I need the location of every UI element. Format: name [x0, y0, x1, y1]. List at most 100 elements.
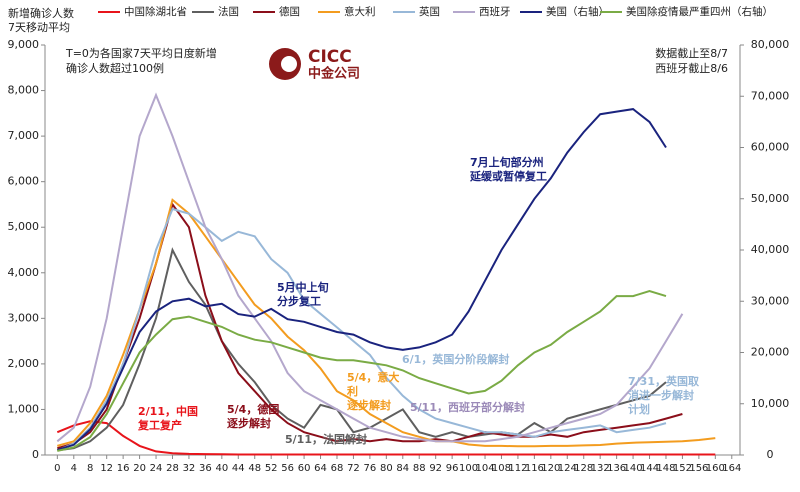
annotation: 逐步解封: [227, 416, 271, 430]
y2-tick-label: 10,000: [751, 397, 790, 410]
y-label: 7天移动平均: [8, 21, 70, 34]
series-line: [57, 108, 667, 451]
y2-tick-label: 30,000: [751, 294, 790, 307]
annotation: 5/11，西班牙部分解封: [410, 400, 525, 414]
y2-tick-label: 70,000: [751, 89, 790, 102]
x-tick-label: 44: [232, 463, 245, 474]
series-line: [56, 92, 684, 443]
legend-label: 法国: [218, 5, 239, 18]
series-line: [56, 420, 716, 456]
annotation: 复工复产: [137, 418, 182, 432]
x-tick-label: 48: [248, 463, 261, 474]
y-label: 新增确诊人数: [8, 6, 74, 20]
x-tick-label: 36: [199, 463, 212, 474]
annotation: 6/1，英国分阶段解封: [402, 352, 509, 366]
y-tick-label: 4,000: [8, 266, 40, 279]
y-tick-label: 6,000: [8, 175, 40, 188]
x-tick-label: 60: [298, 463, 311, 474]
annotation: 分步复工: [277, 294, 321, 308]
x-tick-label: 108: [492, 463, 511, 474]
annotation: 消进一步解封: [628, 388, 694, 402]
y-tick-label: 2,000: [8, 357, 40, 370]
data-note: 西班牙截止8/6: [655, 61, 728, 75]
x-tick-label: 16: [117, 463, 130, 474]
series-line: [57, 247, 667, 452]
x-tick-label: 8: [87, 463, 93, 474]
note: 确诊人数超过100例: [66, 61, 164, 75]
y2-tick-label: 60,000: [751, 141, 790, 154]
legend-label: 德国: [279, 5, 300, 18]
x-tick-label: 72: [347, 463, 360, 474]
x-tick-label: 56: [281, 463, 294, 474]
x-tick-label: 20: [133, 463, 146, 474]
x-tick-label: 52: [265, 463, 278, 474]
y-tick-label: 8,000: [8, 84, 40, 97]
annotation: 5/4，德国: [227, 402, 279, 416]
x-tick-label: 0: [54, 463, 60, 474]
annotation: 2/11，中国: [138, 404, 198, 418]
x-tick-label: 132: [591, 463, 610, 474]
x-tick-label: 128: [574, 463, 593, 474]
legend-label: 中国除湖北省: [124, 5, 187, 18]
annotation: 5/4，意大: [347, 370, 399, 384]
logo-name: CICC: [308, 47, 352, 67]
y-tick-label: 9,000: [8, 38, 40, 51]
y-tick-label: 1,000: [8, 402, 40, 415]
legend-label: 西班牙: [479, 6, 511, 18]
x-tick-label: 40: [215, 463, 228, 474]
series-line: [57, 289, 667, 452]
y2-tick-label: 20,000: [751, 346, 790, 359]
annotation: 计划: [628, 402, 650, 416]
annotation: 延缓或暂停复工: [469, 169, 547, 183]
x-tick-label: 144: [640, 463, 659, 474]
x-tick-label: 160: [706, 463, 725, 474]
x-tick-label: 24: [150, 463, 163, 474]
y-tick-label: 5,000: [8, 220, 40, 233]
x-tick-label: 140: [624, 463, 643, 474]
annotation: 逐步解封: [347, 398, 391, 412]
x-tick-label: 156: [689, 463, 708, 474]
x-tick-label: 88: [413, 463, 426, 474]
x-tick-label: 68: [331, 463, 344, 474]
annotation: 7月上旬部分州: [470, 155, 544, 169]
annotation: 5/11，法国解封: [285, 432, 367, 446]
x-tick-label: 84: [396, 463, 409, 474]
x-tick-label: 116: [525, 463, 544, 474]
x-tick-label: 28: [166, 463, 179, 474]
y-tick-label: 0: [32, 448, 39, 461]
y2-tick-label: 40,000: [751, 243, 790, 256]
legend-label: 意大利: [344, 5, 376, 18]
x-tick-label: 152: [673, 463, 692, 474]
x-tick-label: 92: [429, 463, 442, 474]
y2-tick-label: 50,000: [751, 192, 790, 205]
y-tick-label: 3,000: [8, 311, 40, 324]
legend-label: 美国除疫情最严重四州（右轴）: [626, 5, 773, 18]
legend-label: 英国: [419, 5, 440, 18]
x-tick-label: 76: [364, 463, 377, 474]
x-tick-label: 12: [100, 463, 113, 474]
logo-subtitle: 中金公司: [308, 66, 360, 82]
x-tick-label: 164: [722, 463, 741, 474]
data-note: 数据截止至8/7: [655, 46, 728, 60]
annotation: 7/31，英国取: [628, 374, 699, 388]
x-tick-label: 124: [558, 463, 577, 474]
y2-tick-label: 80,000: [751, 38, 790, 51]
x-tick-label: 100: [459, 463, 478, 474]
x-tick-label: 32: [183, 463, 196, 474]
logo-mark-inner: [281, 56, 297, 72]
x-tick-label: 136: [607, 463, 626, 474]
x-tick-label: 120: [541, 463, 560, 474]
x-tick-label: 104: [475, 463, 494, 474]
x-tick-label: 148: [656, 463, 675, 474]
x-tick-label: 80: [380, 463, 393, 474]
y2-tick-label: 0: [767, 448, 774, 461]
x-tick-label: 96: [446, 463, 459, 474]
y-tick-label: 7,000: [8, 129, 40, 142]
x-tick-label: 4: [71, 463, 77, 474]
series-line: [56, 207, 667, 452]
legend-label: 美国（右轴）: [546, 5, 609, 18]
annotation: 5月中上旬: [277, 280, 329, 294]
x-tick-label: 64: [314, 463, 327, 474]
